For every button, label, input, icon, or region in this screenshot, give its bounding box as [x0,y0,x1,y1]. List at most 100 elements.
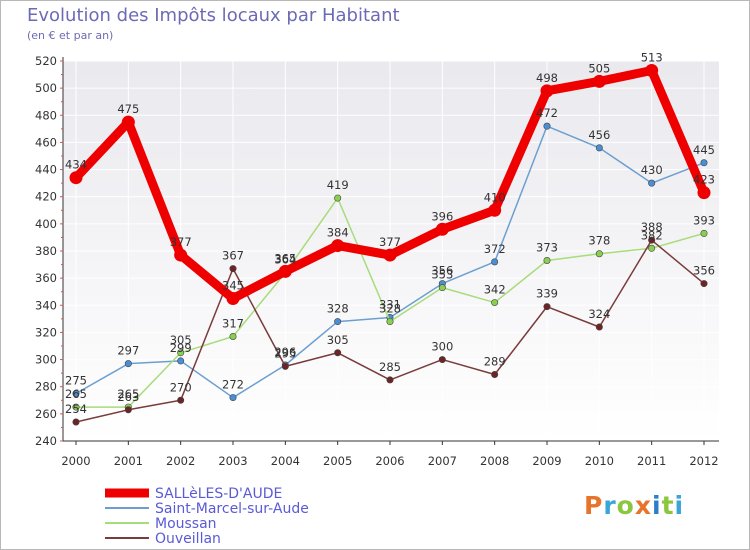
x-tick-label: 2010 [585,454,614,468]
data-point [540,84,554,98]
data-point [700,280,708,288]
data-label: 430 [641,163,663,177]
data-point [334,349,342,357]
data-point [229,332,237,340]
data-point [491,258,499,266]
x-tick-label: 2003 [218,454,247,468]
data-label: 364 [274,253,296,267]
data-point [124,406,132,414]
logo-letter: i [674,491,685,520]
data-label: 505 [588,61,610,75]
data-label: 297 [117,344,139,358]
x-tick-label: 2011 [637,454,666,468]
y-tick-label: 500 [35,81,57,95]
data-label: 265 [117,387,139,401]
data-point [648,236,656,244]
data-label: 472 [536,106,558,120]
series-group [69,64,711,426]
x-tick-label: 2009 [532,454,561,468]
data-point [121,115,135,129]
data-label: 317 [222,317,244,331]
data-label: 393 [693,213,715,227]
chart-subtitle: (en € et par an) [27,29,114,42]
y-tick-label: 400 [35,217,57,231]
data-label: 410 [484,190,506,204]
data-label: 289 [484,355,506,369]
data-point [648,179,656,187]
data-label: 328 [379,302,401,316]
data-label: 345 [222,279,244,293]
data-label: 365 [274,251,296,265]
y-tick-label: 300 [35,353,57,367]
x-tick-label: 2005 [323,454,352,468]
x-tick-label: 2008 [480,454,509,468]
data-point [488,203,502,217]
data-point [229,394,237,402]
data-label: 270 [170,380,192,394]
data-point [383,248,397,262]
data-point [595,323,603,331]
x-tick-label: 2001 [114,454,143,468]
data-label: 324 [588,307,610,321]
x-tick-label: 2006 [375,454,404,468]
data-label: 285 [379,360,401,374]
data-point [177,396,185,404]
data-point [334,194,342,202]
data-label: 331 [379,298,401,312]
data-point [226,292,240,305]
data-label: 356 [431,264,453,278]
x-tick-label: 2004 [271,454,300,468]
y-tick-label: 260 [35,407,57,421]
data-label: 475 [117,102,139,116]
data-point [72,389,80,397]
data-point [435,222,449,236]
legend-label: Moussan [155,516,217,532]
data-label: 305 [170,333,192,347]
data-label: 456 [588,128,610,142]
data-point [700,229,708,237]
data-label: 388 [641,220,663,234]
y-tick-label: 320 [35,325,57,339]
data-label: 377 [379,235,401,249]
chart-title: Evolution des Impôts locaux par Habitant [27,5,400,26]
data-label: 377 [170,235,192,249]
data-label: 296 [274,345,296,359]
data-point [281,362,289,370]
logo-letter: i [652,491,662,520]
data-point [543,303,551,311]
y-tick-label: 280 [35,380,57,394]
y-tick-label: 380 [35,244,57,258]
data-point [124,360,132,368]
data-label: 367 [222,249,244,263]
y-tick-label: 240 [35,434,57,448]
y-tick-label: 440 [35,163,57,177]
data-point [438,284,446,292]
x-tick-label: 2012 [689,454,718,468]
y-tick-label: 520 [35,54,57,68]
legend-label: SALLèLES-D'AUDE [155,486,282,502]
data-point [491,370,499,378]
data-point [334,318,342,326]
data-point [491,299,499,307]
y-tick-label: 360 [35,271,57,285]
logo-letter: o [616,491,635,520]
proxiti-logo: Proxiti [584,491,684,520]
data-label: 275 [65,374,87,388]
logo-letter: x [634,491,652,520]
logo-letter: P [584,491,604,520]
data-label: 295 [274,346,296,360]
data-label: 373 [536,241,558,255]
data-point [177,349,185,357]
x-tick-label: 2007 [428,454,457,468]
data-point [700,159,708,167]
data-point [697,186,711,200]
y-tick-label: 460 [35,135,57,149]
data-point [595,250,603,258]
data-point [174,248,188,262]
data-label: 384 [327,226,349,240]
y-tick-label: 420 [35,190,57,204]
data-label: 378 [588,234,610,248]
data-point [69,171,83,185]
